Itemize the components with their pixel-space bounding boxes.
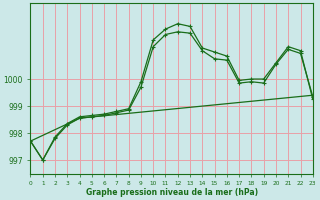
X-axis label: Graphe pression niveau de la mer (hPa): Graphe pression niveau de la mer (hPa): [85, 188, 258, 197]
